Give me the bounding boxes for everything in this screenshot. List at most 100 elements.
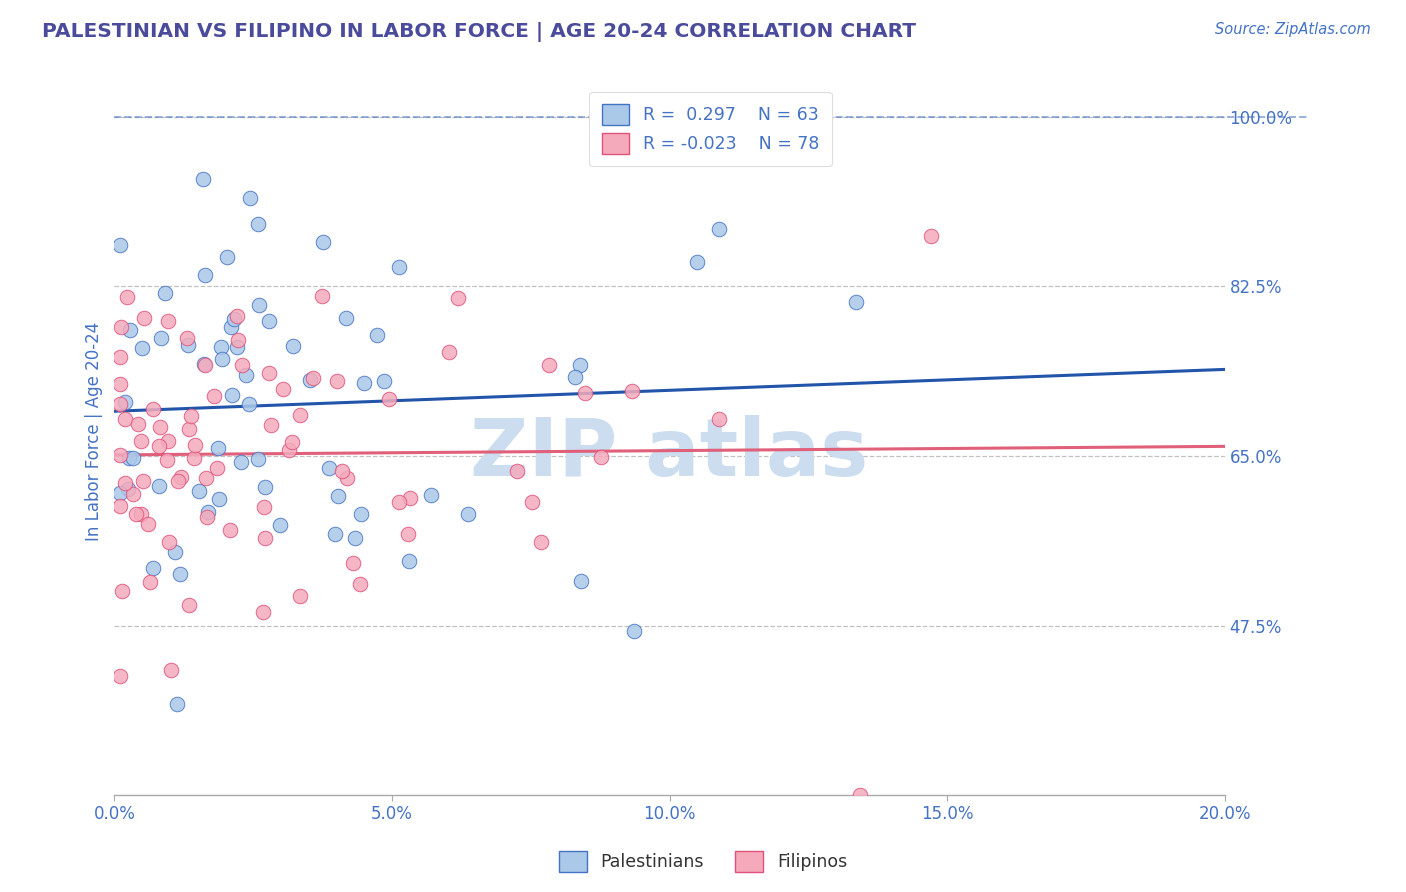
Point bbox=[160, 663, 183, 677]
Point bbox=[260, 417, 283, 432]
Point bbox=[221, 320, 243, 334]
Point bbox=[330, 464, 353, 478]
Point bbox=[108, 238, 131, 252]
Point bbox=[205, 461, 228, 475]
Point bbox=[132, 474, 155, 488]
Point bbox=[226, 309, 249, 323]
Point bbox=[396, 526, 419, 541]
Point bbox=[621, 384, 644, 399]
Point bbox=[707, 412, 730, 426]
Point bbox=[166, 697, 188, 711]
Point bbox=[194, 268, 217, 283]
Point bbox=[235, 368, 257, 383]
Point bbox=[353, 376, 375, 391]
Point bbox=[156, 452, 179, 467]
Point bbox=[336, 471, 359, 485]
Point bbox=[157, 434, 180, 449]
Point bbox=[343, 531, 366, 545]
Point bbox=[155, 286, 177, 301]
Point bbox=[170, 470, 193, 484]
Point bbox=[326, 374, 349, 388]
Point bbox=[129, 434, 152, 449]
Point bbox=[318, 461, 340, 475]
Point bbox=[195, 471, 218, 485]
Point bbox=[108, 350, 131, 364]
Point bbox=[159, 534, 181, 549]
Point bbox=[142, 402, 165, 417]
Point bbox=[191, 172, 214, 186]
Point bbox=[110, 319, 132, 334]
Point bbox=[125, 507, 148, 521]
Point bbox=[111, 583, 134, 598]
Point bbox=[707, 221, 730, 235]
Point bbox=[522, 495, 544, 509]
Point bbox=[457, 507, 479, 521]
Point bbox=[238, 397, 260, 411]
Point bbox=[298, 373, 321, 387]
Point bbox=[398, 554, 420, 568]
Point bbox=[207, 492, 229, 507]
Point bbox=[366, 328, 388, 343]
Point bbox=[350, 507, 373, 521]
Point bbox=[165, 545, 187, 559]
Point bbox=[373, 374, 395, 388]
Point bbox=[247, 298, 270, 312]
Text: PALESTINIAN VS FILIPINO IN LABOR FORCE | AGE 20-24 CORRELATION CHART: PALESTINIAN VS FILIPINO IN LABOR FORCE |… bbox=[42, 22, 917, 42]
Point bbox=[195, 509, 218, 524]
Point bbox=[108, 376, 131, 391]
Point bbox=[920, 228, 942, 243]
Point bbox=[252, 606, 274, 620]
Point bbox=[118, 323, 141, 337]
Point bbox=[446, 291, 468, 305]
Point bbox=[221, 388, 243, 402]
Point bbox=[419, 487, 441, 501]
Point bbox=[176, 331, 198, 345]
Point bbox=[108, 669, 131, 683]
Point bbox=[271, 382, 294, 396]
Point bbox=[118, 450, 141, 465]
Point bbox=[564, 370, 586, 384]
Point bbox=[131, 507, 153, 521]
Y-axis label: In Labor Force | Age 20-24: In Labor Force | Age 20-24 bbox=[86, 322, 103, 541]
Point bbox=[257, 367, 280, 381]
Point bbox=[131, 341, 153, 355]
Point bbox=[222, 311, 245, 326]
Point bbox=[142, 560, 165, 574]
Point bbox=[194, 358, 217, 372]
Point bbox=[538, 358, 561, 372]
Point bbox=[506, 464, 529, 478]
Point bbox=[207, 441, 229, 455]
Point bbox=[108, 397, 131, 411]
Point bbox=[247, 451, 270, 466]
Point bbox=[247, 217, 270, 231]
Point bbox=[169, 566, 191, 581]
Point bbox=[342, 556, 364, 570]
Point bbox=[150, 331, 173, 345]
Point bbox=[302, 371, 325, 385]
Point bbox=[231, 359, 253, 373]
Point bbox=[108, 449, 131, 463]
Point bbox=[623, 624, 645, 639]
Point bbox=[349, 577, 371, 591]
Point bbox=[253, 480, 276, 494]
Point bbox=[149, 419, 172, 434]
Point bbox=[290, 589, 312, 603]
Point bbox=[226, 334, 249, 348]
Point bbox=[219, 523, 242, 537]
Point bbox=[139, 575, 162, 590]
Point bbox=[157, 313, 180, 327]
Point bbox=[569, 358, 592, 372]
Point bbox=[388, 260, 411, 275]
Point bbox=[148, 439, 170, 453]
Point bbox=[179, 598, 201, 612]
Point bbox=[253, 500, 276, 515]
Point bbox=[188, 484, 211, 499]
Point bbox=[229, 455, 252, 469]
Point bbox=[183, 438, 205, 452]
Point bbox=[193, 357, 215, 371]
Point bbox=[335, 310, 357, 325]
Point bbox=[257, 314, 280, 328]
Point bbox=[439, 344, 461, 359]
Text: ZIP atlas: ZIP atlas bbox=[471, 415, 869, 492]
Point bbox=[278, 442, 301, 457]
